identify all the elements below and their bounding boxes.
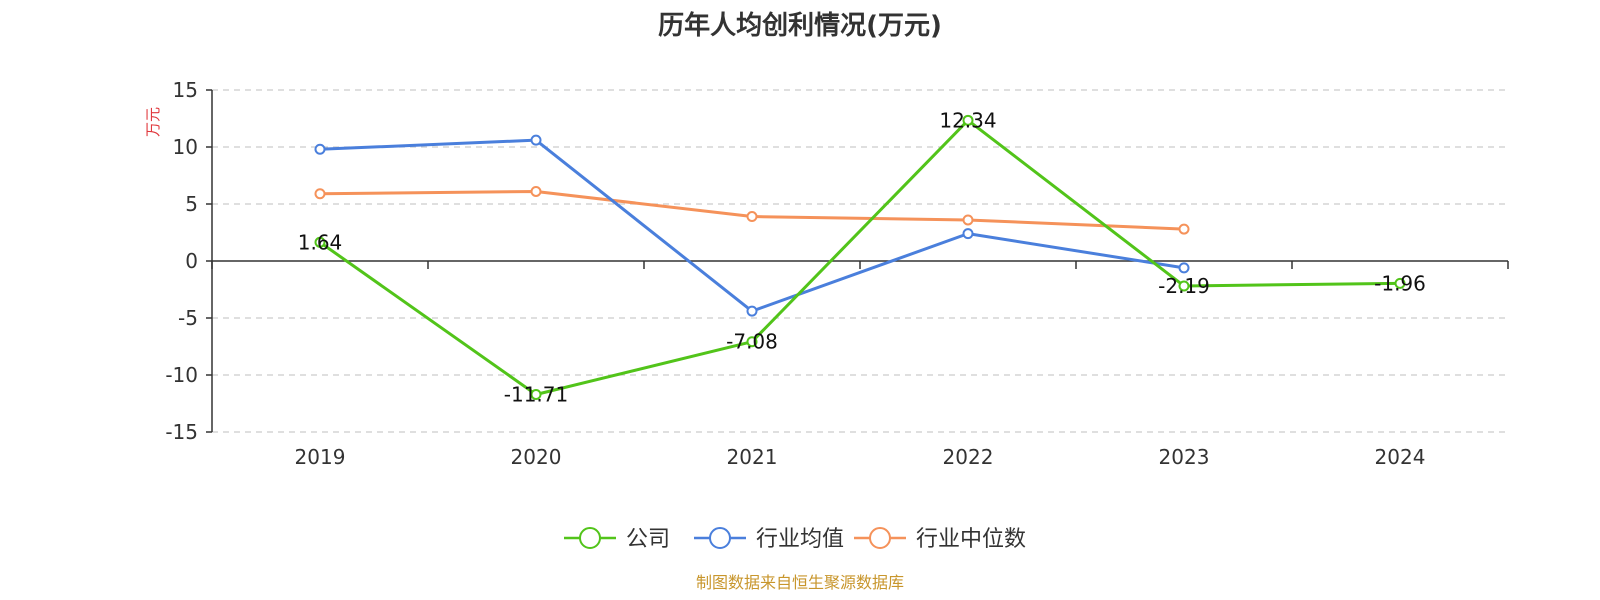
data-labels: 1.64 -11.71 -7.08 12.34 -2.19 -1.96 [298,108,1426,406]
data-source-note: 制图数据来自恒生聚源数据库 [696,573,904,592]
legend[interactable]: 公司 行业均值 行业中位数 [564,527,1026,552]
chart-title: 历年人均创利情况(万元) [658,10,942,41]
x-tick-label: 2024 [1375,445,1426,469]
legend-item-company[interactable]: 公司 [564,527,670,552]
data-point[interactable] [962,228,974,240]
data-label: 1.64 [298,230,343,254]
data-point[interactable] [530,388,542,400]
data-label: 12.34 [939,108,996,132]
x-tick-label: 2023 [1159,445,1210,469]
data-label: -7.08 [726,330,778,354]
series-lines [314,114,1406,400]
data-point[interactable] [314,143,326,155]
legend-label: 行业中位数 [916,527,1026,552]
legend-marker-icon [709,527,731,549]
data-point[interactable] [746,305,758,317]
y-axis-unit-label: 万元 [144,107,162,137]
data-point[interactable] [314,188,326,200]
data-point[interactable] [962,114,974,126]
series-company [314,114,1406,400]
x-tick-label: 2020 [511,445,562,469]
data-label: -1.96 [1374,271,1426,295]
data-label: -11.71 [504,382,568,406]
data-point[interactable] [746,211,758,223]
legend-marker-icon [869,527,891,549]
legend-marker-icon [579,527,601,549]
x-tick-label: 2022 [943,445,994,469]
y-tick-label: -15 [165,420,198,444]
series-industry-avg [314,134,1190,317]
y-tick-label: 15 [173,78,198,102]
data-point[interactable] [530,185,542,197]
data-point[interactable] [1394,277,1406,289]
data-point[interactable] [314,236,326,248]
data-point[interactable] [1178,262,1190,274]
series-line [318,118,1402,396]
legend-item-industry-median[interactable]: 行业中位数 [854,527,1026,552]
legend-item-industry-avg[interactable]: 行业均值 [694,527,844,552]
x-tick-label: 2019 [295,445,346,469]
x-tick-label: 2021 [727,445,778,469]
data-point[interactable] [962,214,974,226]
y-tick-label: 0 [185,249,198,273]
series-line [318,138,1186,313]
axes: 15 10 5 0 -5 -10 -15 2019 2020 2021 2022 2023 2024 [165,78,1509,469]
data-point[interactable] [1178,223,1190,235]
y-tick-label: 5 [185,192,198,216]
series-line [318,189,1186,231]
legend-label: 行业均值 [756,527,844,552]
y-tick-label: -5 [178,306,198,330]
y-tick-label: 10 [173,135,198,159]
data-point[interactable] [1178,280,1190,292]
data-point[interactable] [746,336,758,348]
legend-label: 公司 [626,527,670,552]
data-label: -2.19 [1158,274,1210,298]
series-industry-median [314,185,1190,235]
data-point[interactable] [530,134,542,146]
grid-lines [212,89,1508,433]
y-tick-label: -10 [165,363,198,387]
